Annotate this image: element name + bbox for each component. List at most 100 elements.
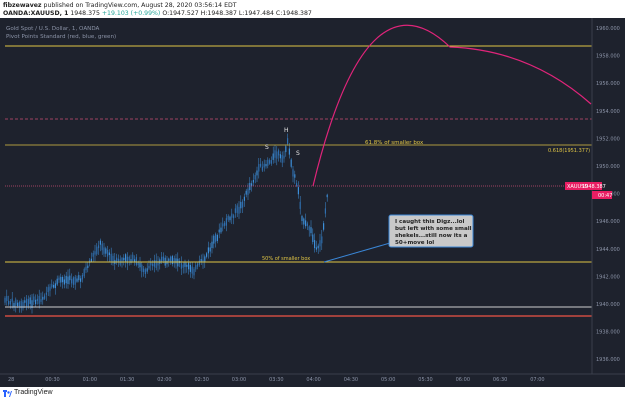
- candle-body: [45, 292, 47, 295]
- candle-body: [220, 227, 222, 233]
- candle-body: [72, 277, 74, 285]
- candle-body: [292, 169, 294, 177]
- candle-body: [24, 300, 26, 303]
- candle-body: [42, 296, 44, 300]
- candle-body: [306, 223, 308, 226]
- candle-body: [144, 269, 146, 274]
- candle-body: [22, 301, 24, 309]
- candle-body: [317, 245, 319, 249]
- candle-body: [177, 258, 179, 267]
- candle-body: [27, 299, 29, 307]
- candle-body: [148, 265, 150, 269]
- candle-body: [58, 277, 60, 281]
- candle-body: [242, 201, 244, 208]
- candle-body: [218, 229, 220, 233]
- candle-body: [51, 284, 53, 288]
- candle-body: [146, 268, 148, 272]
- candle-body: [274, 150, 276, 158]
- price-tick-label: 1956.000: [596, 81, 620, 87]
- candle-body: [40, 299, 42, 302]
- candle-body: [60, 276, 62, 283]
- price-change: +19.103 (+0.99%): [101, 10, 161, 17]
- candle-body: [229, 216, 231, 221]
- footer-brand[interactable]: TradingView: [14, 389, 53, 396]
- candle-body: [225, 218, 227, 226]
- publisher-name[interactable]: fibzewavez: [3, 2, 42, 9]
- candle-body: [206, 253, 208, 257]
- candle-body: [65, 275, 67, 284]
- candle-body: [254, 175, 256, 180]
- candle-body: [287, 138, 289, 144]
- candle-body: [81, 275, 83, 280]
- candle-body: [143, 268, 145, 272]
- candle-body: [245, 190, 247, 195]
- candle-body: [305, 220, 307, 227]
- time-tick-label: 07:00: [530, 377, 544, 383]
- candle-body: [69, 275, 71, 281]
- candle-body: [141, 264, 143, 272]
- candle-body: [258, 164, 260, 172]
- publisher-line: fibzewavez published on TradingView.com,…: [3, 2, 237, 9]
- fib-label: 61.8% of smaller box: [365, 140, 424, 146]
- candle-body: [279, 154, 281, 159]
- callout-note[interactable]: I caught this Digz...lol but left with s…: [388, 214, 474, 248]
- candle-body: [150, 261, 152, 266]
- candles-layer: [4, 133, 328, 314]
- candle-body: [249, 182, 251, 190]
- candle-body: [31, 300, 33, 308]
- candle-body: [98, 245, 100, 249]
- candle-body: [252, 180, 254, 183]
- candle-body: [123, 257, 125, 261]
- candle-body: [267, 159, 269, 166]
- candle-body: [288, 148, 290, 155]
- chart-legend-title: Gold Spot / U.S. Dollar, 1, OANDA: [6, 26, 100, 32]
- candle-body: [126, 256, 128, 264]
- candle-body: [132, 254, 134, 261]
- candle-body: [107, 250, 109, 257]
- candle-body: [200, 259, 202, 262]
- candle-body: [184, 262, 186, 267]
- candle-body: [261, 166, 263, 171]
- candle-body: [121, 258, 123, 263]
- indicator-legend[interactable]: Pivot Points Standard (red, blue, green): [6, 34, 117, 40]
- candle-body: [270, 160, 272, 164]
- candle-body: [269, 160, 271, 164]
- candle-body: [263, 163, 265, 168]
- candle-body: [53, 285, 55, 288]
- time-tick-label: 00:30: [45, 377, 59, 383]
- candle-body: [33, 296, 35, 302]
- time-tick-label: 03:30: [269, 377, 283, 383]
- candle-body: [139, 262, 141, 268]
- candle-body: [276, 151, 278, 159]
- price-tick-label: 1950.000: [596, 164, 620, 170]
- candle-body: [162, 256, 164, 261]
- chart-canvas[interactable]: 61.8% of smaller box 0.618(1951.377) 50%…: [0, 18, 625, 387]
- candle-body: [90, 258, 92, 262]
- candle-body: [180, 263, 182, 269]
- candle-body: [78, 275, 80, 281]
- candle-body: [71, 279, 73, 284]
- candle-body: [161, 256, 163, 263]
- time-axis[interactable]: 28 00:30 01:00 01:30 02:00 02:30 03:00 03:30 04:…: [8, 377, 545, 383]
- price-tick-label: 1960.000: [596, 26, 620, 32]
- candle-body: [285, 146, 287, 153]
- candle-body: [35, 299, 37, 305]
- countdown-box: [592, 191, 612, 199]
- candle-body: [197, 263, 199, 267]
- candle-body: [272, 153, 274, 160]
- price-tick-label: 1958.000: [596, 54, 620, 60]
- price-tick-label: 1936.000: [596, 357, 620, 363]
- candle-body: [76, 278, 78, 282]
- candle-body: [281, 155, 283, 163]
- candle-body: [137, 262, 139, 266]
- candle-body: [209, 247, 211, 252]
- projection-curve[interactable]: [312, 24, 592, 187]
- candle-body: [168, 258, 170, 262]
- candle-body: [44, 295, 46, 299]
- time-tick-label: 05:00: [381, 377, 395, 383]
- candle-body: [128, 256, 130, 261]
- time-tick-label: 01:00: [83, 377, 97, 383]
- candle-body: [243, 196, 245, 201]
- candle-body: [6, 296, 8, 301]
- chart-pane[interactable]: Gold Spot / U.S. Dollar, 1, OANDA Pivot …: [0, 18, 625, 387]
